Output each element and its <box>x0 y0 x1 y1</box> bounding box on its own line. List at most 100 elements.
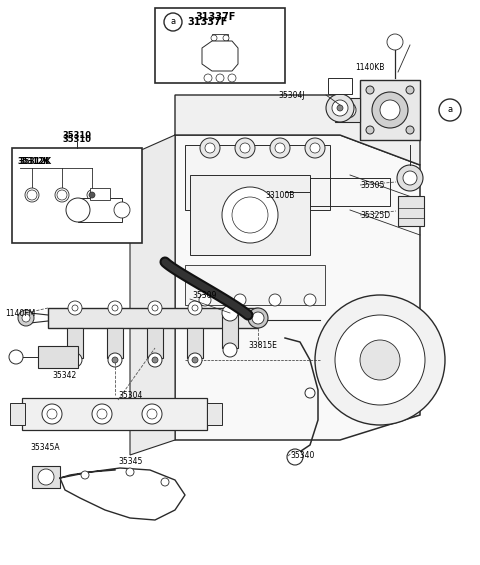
Circle shape <box>108 353 122 367</box>
Circle shape <box>47 409 57 419</box>
Bar <box>190 175 310 255</box>
Text: 33815E: 33815E <box>248 341 277 350</box>
Circle shape <box>397 165 423 191</box>
Circle shape <box>205 143 215 153</box>
Circle shape <box>188 353 202 367</box>
Circle shape <box>366 126 374 134</box>
Bar <box>185 145 330 210</box>
Circle shape <box>360 340 400 380</box>
Bar <box>360 80 420 140</box>
Circle shape <box>305 388 315 398</box>
Bar <box>335 98 360 122</box>
Circle shape <box>27 190 37 200</box>
Circle shape <box>57 190 67 200</box>
Bar <box>187 328 203 358</box>
Circle shape <box>112 357 118 363</box>
Bar <box>107 328 123 358</box>
Text: 35345A: 35345A <box>30 444 60 453</box>
Text: 33100B: 33100B <box>265 190 295 199</box>
Circle shape <box>234 294 246 306</box>
Circle shape <box>222 187 278 243</box>
Circle shape <box>147 409 157 419</box>
Circle shape <box>372 92 408 128</box>
Circle shape <box>22 314 30 322</box>
Text: 35304: 35304 <box>118 390 143 399</box>
Circle shape <box>287 449 303 465</box>
Circle shape <box>87 190 97 200</box>
Bar <box>398 196 424 226</box>
Circle shape <box>315 295 445 425</box>
Circle shape <box>387 34 403 50</box>
Bar <box>22 398 207 430</box>
Text: 35345: 35345 <box>118 458 143 467</box>
Bar <box>32 466 60 488</box>
Circle shape <box>223 35 229 41</box>
Circle shape <box>366 86 374 94</box>
Bar <box>212 34 228 42</box>
Circle shape <box>406 86 414 94</box>
Circle shape <box>42 404 62 424</box>
Circle shape <box>68 353 82 367</box>
Bar <box>78 198 122 222</box>
Circle shape <box>108 301 122 315</box>
Text: 35312K: 35312K <box>18 158 50 167</box>
Text: 35340: 35340 <box>290 450 314 459</box>
Circle shape <box>192 357 198 363</box>
Circle shape <box>380 100 400 120</box>
Circle shape <box>148 353 162 367</box>
Bar <box>185 265 325 305</box>
Circle shape <box>18 310 34 326</box>
Circle shape <box>142 404 162 424</box>
Circle shape <box>216 74 224 82</box>
Text: 1140FM: 1140FM <box>5 308 35 318</box>
Polygon shape <box>175 135 420 440</box>
Circle shape <box>161 478 169 486</box>
Circle shape <box>97 409 107 419</box>
Circle shape <box>406 126 414 134</box>
Circle shape <box>305 138 325 158</box>
Bar <box>48 308 258 328</box>
Circle shape <box>72 357 78 363</box>
Circle shape <box>335 315 425 405</box>
Circle shape <box>223 343 237 357</box>
Circle shape <box>148 301 162 315</box>
Bar <box>147 328 163 358</box>
Text: 35309: 35309 <box>192 292 216 301</box>
Circle shape <box>152 305 158 311</box>
Bar <box>67 328 83 358</box>
Polygon shape <box>202 41 238 71</box>
Circle shape <box>340 102 356 118</box>
Circle shape <box>66 198 90 222</box>
Circle shape <box>304 294 316 306</box>
Circle shape <box>232 197 268 233</box>
Circle shape <box>269 294 281 306</box>
Text: 35325D: 35325D <box>360 211 390 219</box>
Circle shape <box>200 138 220 158</box>
Circle shape <box>188 301 202 315</box>
Circle shape <box>55 188 69 202</box>
Circle shape <box>25 188 39 202</box>
Circle shape <box>89 192 95 198</box>
Circle shape <box>390 37 400 47</box>
Bar <box>328 78 352 94</box>
Bar <box>207 403 222 425</box>
Circle shape <box>38 469 54 485</box>
Circle shape <box>164 13 182 31</box>
Circle shape <box>332 100 348 116</box>
Text: 35342: 35342 <box>52 371 76 380</box>
Text: 31337F: 31337F <box>187 17 228 27</box>
Circle shape <box>72 305 78 311</box>
Circle shape <box>248 308 268 328</box>
Bar <box>222 313 238 348</box>
Circle shape <box>214 50 226 62</box>
Circle shape <box>222 305 238 321</box>
Text: a: a <box>170 18 176 27</box>
Polygon shape <box>175 95 420 165</box>
Circle shape <box>337 105 343 111</box>
Bar <box>10 403 25 425</box>
Circle shape <box>252 312 264 324</box>
Circle shape <box>92 404 112 424</box>
Text: 35310: 35310 <box>62 136 92 145</box>
Text: 31337F: 31337F <box>195 12 235 22</box>
Bar <box>310 178 390 206</box>
